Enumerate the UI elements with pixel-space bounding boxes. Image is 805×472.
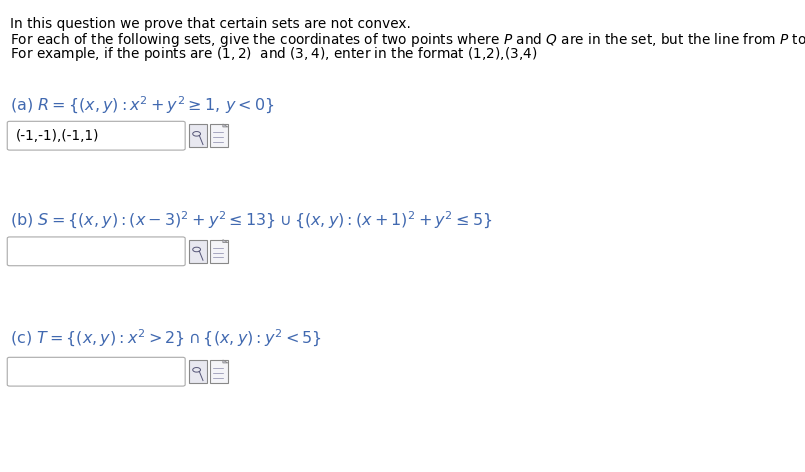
Text: (-1,-1),(-1,1): (-1,-1),(-1,1) xyxy=(16,129,100,143)
FancyBboxPatch shape xyxy=(189,360,207,383)
FancyBboxPatch shape xyxy=(189,240,207,263)
FancyBboxPatch shape xyxy=(210,124,228,147)
FancyBboxPatch shape xyxy=(210,240,228,263)
Text: For each of the following sets, give the coordinates of two points where $P$ and: For each of the following sets, give the… xyxy=(10,31,805,49)
FancyBboxPatch shape xyxy=(189,124,207,147)
Text: In this question we prove that certain sets are not convex.: In this question we prove that certain s… xyxy=(10,17,411,31)
Text: For example, if the points are $(1, 2)$  and $(3, 4)$, enter in the format (1,2): For example, if the points are $(1, 2)$ … xyxy=(10,45,537,63)
FancyBboxPatch shape xyxy=(7,237,185,266)
Polygon shape xyxy=(223,360,228,363)
FancyBboxPatch shape xyxy=(7,357,185,386)
FancyBboxPatch shape xyxy=(7,121,185,150)
Text: (c) $T = \left\{(x, y) : x^2 > 2\right\} \cap \left\{(x, y) : y^2 < 5\right\}$: (c) $T = \left\{(x, y) : x^2 > 2\right\}… xyxy=(10,328,322,349)
FancyBboxPatch shape xyxy=(210,360,228,383)
Polygon shape xyxy=(223,124,228,127)
Text: (b) $S = \left\{(x, y) : (x - 3)^2 + y^2 \leq 13\right\} \cup \left\{(x, y) : (x: (b) $S = \left\{(x, y) : (x - 3)^2 + y^2… xyxy=(10,210,492,231)
Text: (a) $R = \left\{(x, y) : x^2 + y^2 \geq 1,\, y < 0\right\}$: (a) $R = \left\{(x, y) : x^2 + y^2 \geq … xyxy=(10,94,275,116)
Polygon shape xyxy=(223,240,228,243)
